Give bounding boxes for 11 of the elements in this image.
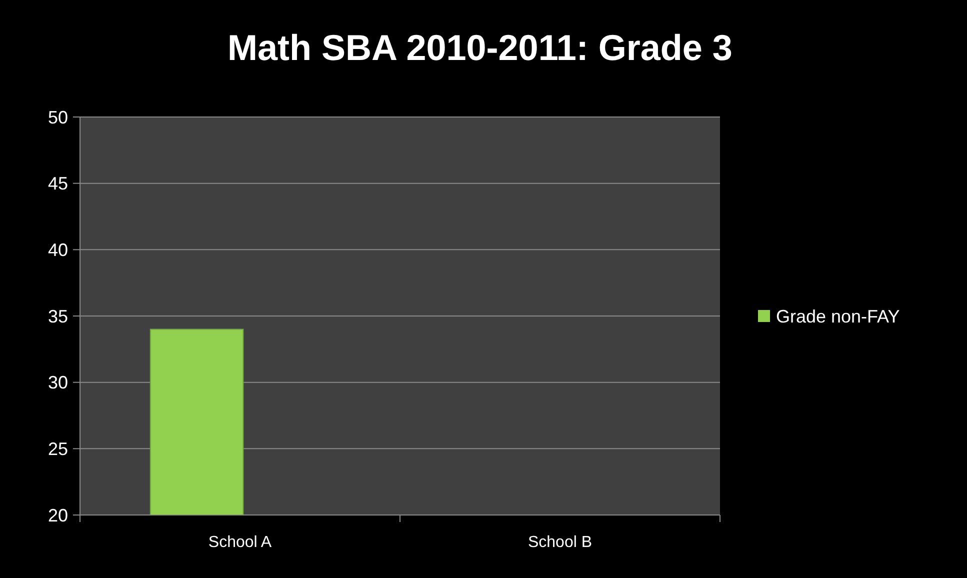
- y-tick-label: 45: [48, 174, 68, 194]
- y-tick-label: 25: [48, 438, 68, 459]
- chart-title: Math SBA 2010-2011: Grade 3: [228, 27, 732, 68]
- y-tick-label: 40: [48, 240, 68, 260]
- x-tick-label: School B: [528, 534, 592, 551]
- x-tick-label: School A: [208, 534, 272, 551]
- y-tick-label: 50: [48, 107, 68, 128]
- y-tick-label: 35: [48, 306, 68, 326]
- legend-label: Grade non-FAY: [776, 306, 900, 326]
- y-tick-label: 30: [48, 372, 68, 393]
- y-tick-label: 20: [48, 505, 68, 526]
